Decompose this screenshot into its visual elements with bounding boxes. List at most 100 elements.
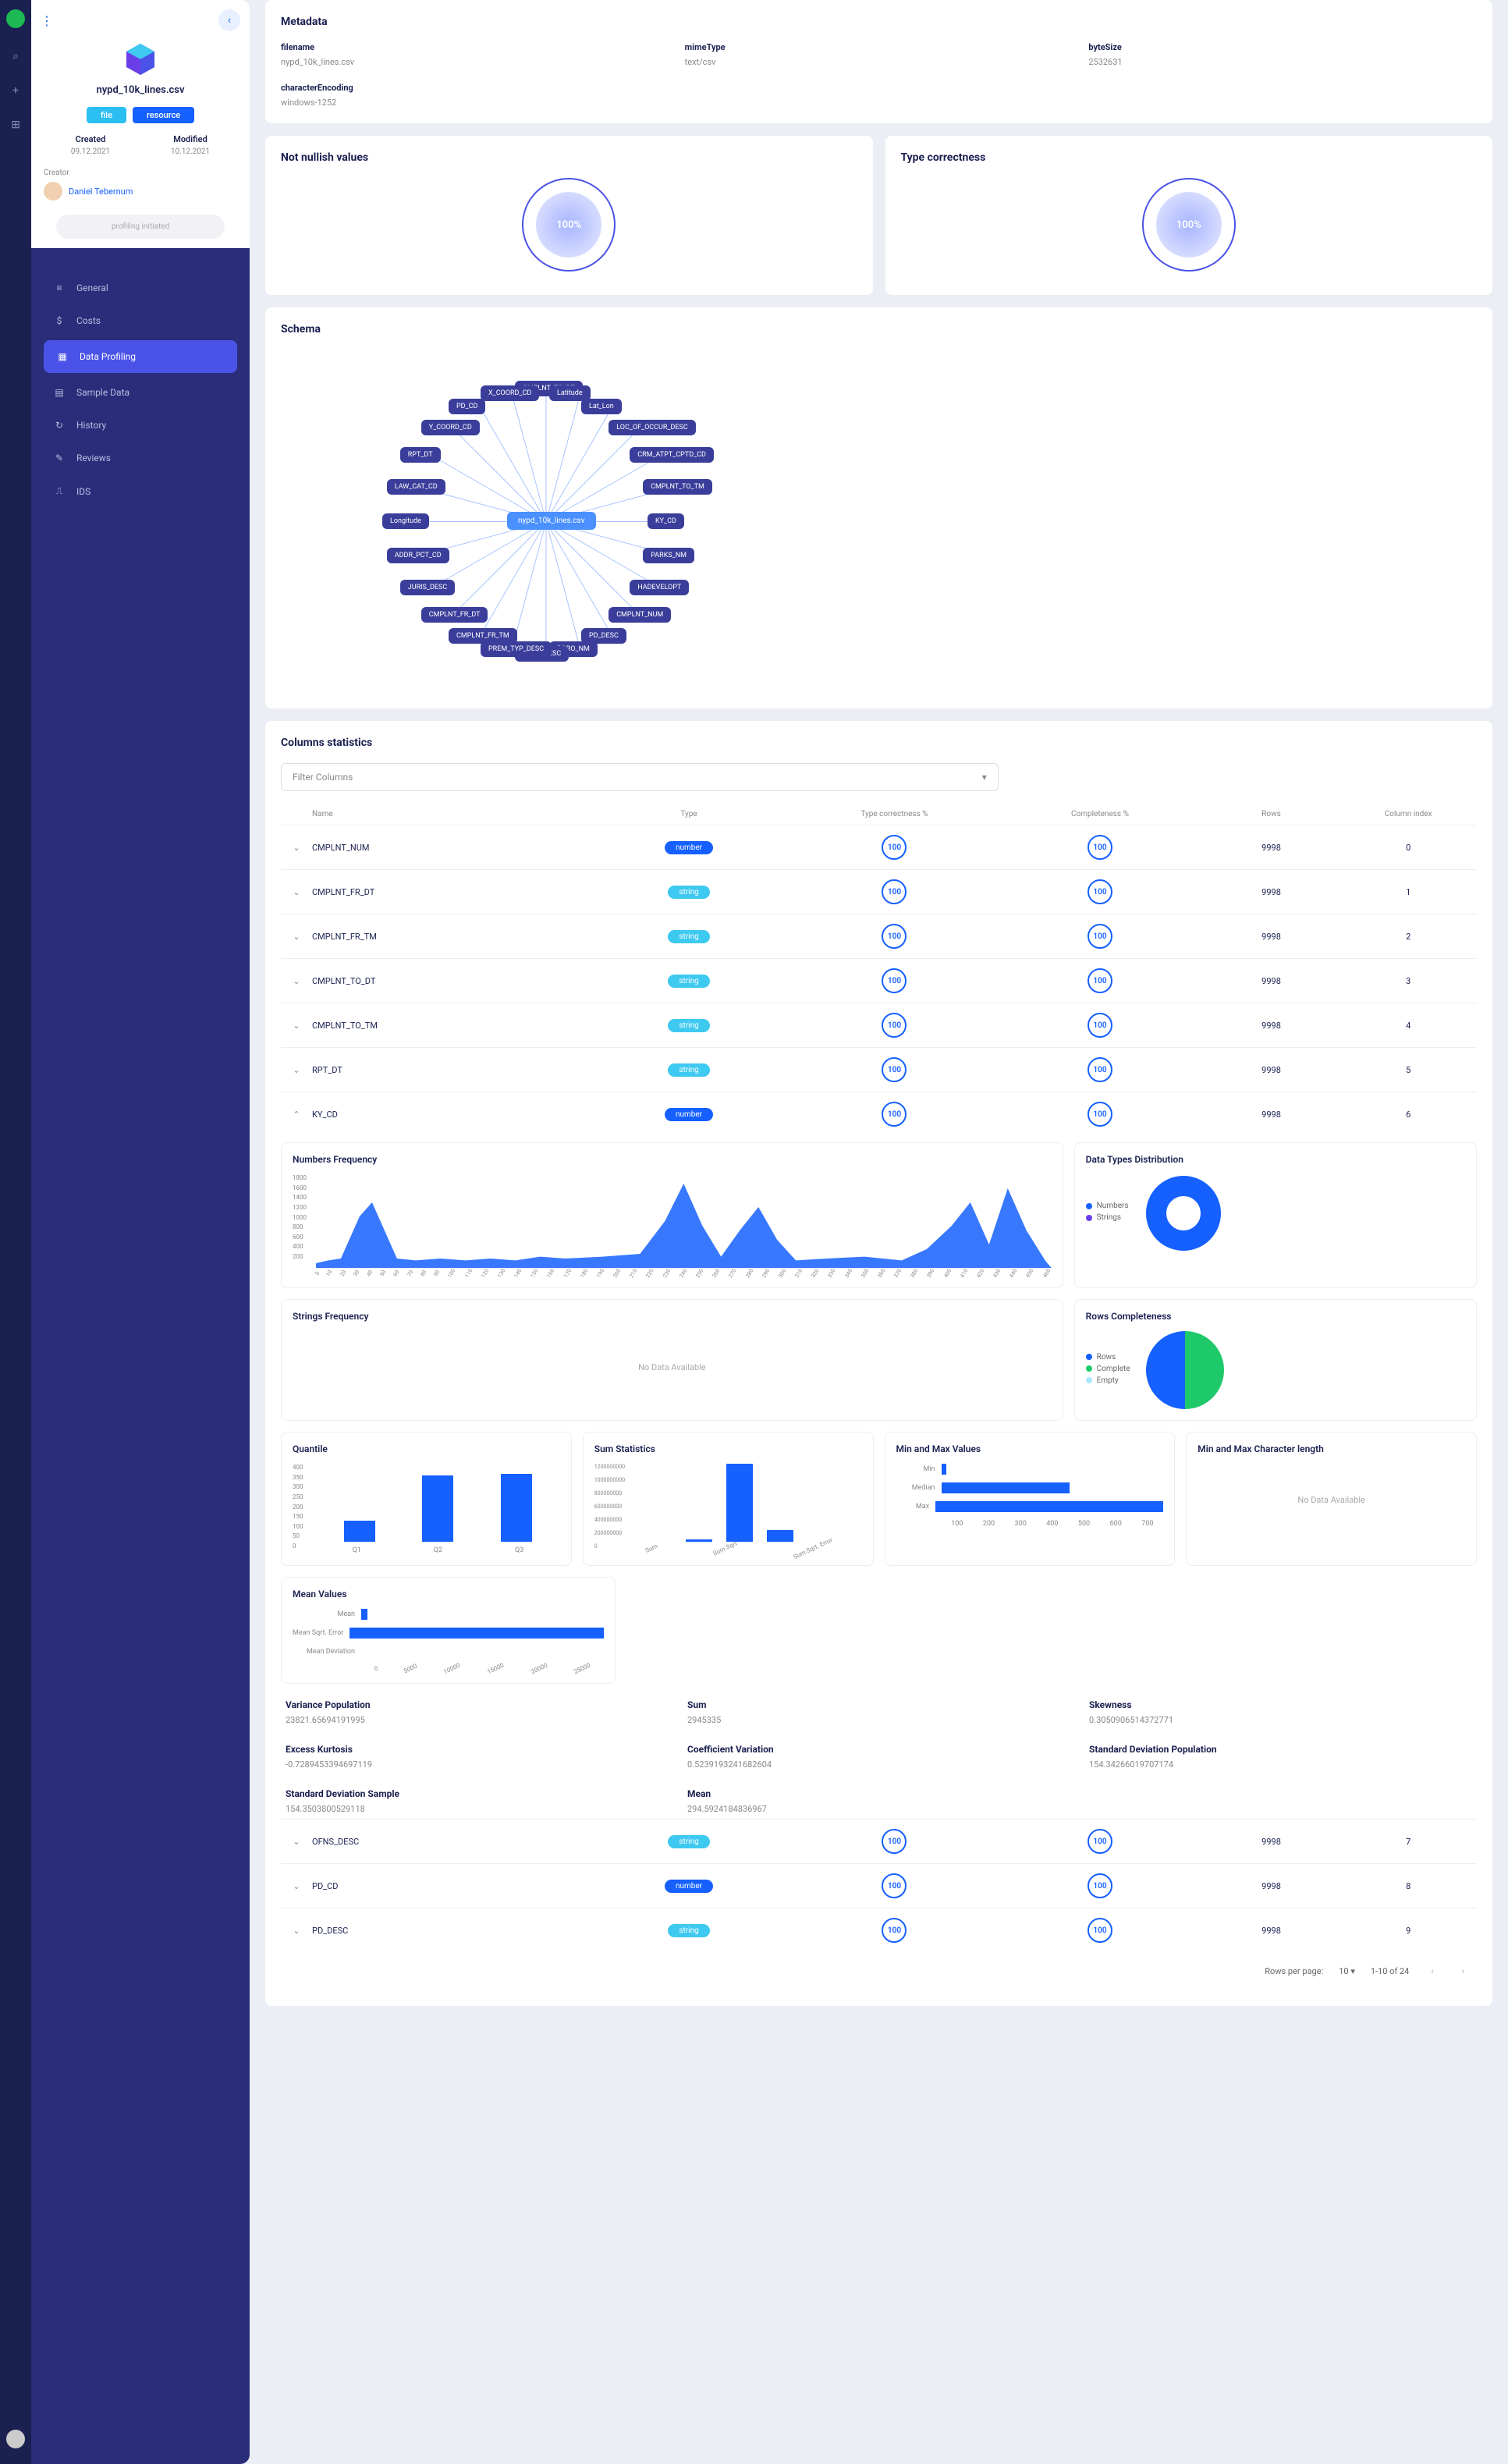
- type-correctness-badge: 100: [882, 968, 907, 993]
- schema-node[interactable]: HADEVELOPT: [630, 580, 689, 595]
- expand-icon[interactable]: ⌄: [281, 1065, 312, 1075]
- expand-icon[interactable]: ⌄: [281, 932, 312, 942]
- nav-item-costs[interactable]: $Costs: [31, 304, 250, 337]
- column-row[interactable]: ⌄ CMPLNT_FR_DT string 100 100 9998 1: [281, 869, 1477, 914]
- schema-node[interactable]: LAW_CAT_CD: [387, 479, 445, 495]
- type-correctness-title: Type correctness: [901, 151, 1478, 164]
- expand-icon[interactable]: ⌄: [281, 1837, 312, 1847]
- schema-node[interactable]: RPT_DT: [400, 447, 441, 463]
- type-correctness-badge: 100: [882, 1013, 907, 1038]
- schema-node[interactable]: LOC_OF_OCCUR_DESC: [609, 420, 695, 435]
- stat-label: Mean: [687, 1788, 1070, 1799]
- grid-icon[interactable]: ⊞: [11, 119, 20, 131]
- add-icon[interactable]: +: [12, 84, 19, 97]
- app-logo[interactable]: [6, 9, 25, 28]
- type-pill: string: [668, 1924, 709, 1937]
- schema-node[interactable]: X_COORD_CD: [481, 385, 539, 401]
- schema-node[interactable]: PARKS_NM: [643, 548, 694, 563]
- schema-node[interactable]: KY_CD: [648, 513, 684, 529]
- main-content: Metadata filenamenypd_10k_lines.csvmimeT…: [250, 0, 1508, 2464]
- column-row[interactable]: ⌃ KY_CD number 100 100 9998 6: [281, 1092, 1477, 1136]
- column-index: 5: [1339, 1065, 1477, 1075]
- sum-stats-card: Sum Statistics 1200000000100000000080000…: [583, 1432, 874, 1566]
- user-avatar[interactable]: [6, 2430, 25, 2448]
- expand-icon[interactable]: ⌄: [281, 976, 312, 986]
- created-label: Created: [71, 134, 110, 144]
- expand-icon[interactable]: ⌄: [281, 1926, 312, 1936]
- schema-center-node[interactable]: nypd_10k_lines.csv: [507, 512, 596, 530]
- nav-label: Sample Data: [76, 387, 130, 398]
- column-row[interactable]: ⌄ PD_DESC string 100 100 9998 9: [281, 1908, 1477, 1952]
- schema-visualization[interactable]: nypd_10k_lines.csvCMPLNT_TO_DTLatitudeLa…: [281, 350, 1477, 693]
- more-icon[interactable]: ⋮: [41, 13, 53, 28]
- column-row[interactable]: ⌄ CMPLNT_TO_TM string 100 100 9998 4: [281, 1003, 1477, 1047]
- stat-label: Sum: [687, 1699, 1070, 1710]
- schema-node[interactable]: CMPLNT_FR_TM: [449, 628, 517, 644]
- numbers-freq-chart: [316, 1174, 1052, 1268]
- nav-item-general[interactable]: ≡General: [31, 272, 250, 304]
- schema-node[interactable]: Lat_Lon: [581, 399, 622, 414]
- filter-columns-select[interactable]: Filter Columns ▾: [281, 763, 999, 791]
- schema-node[interactable]: CMPLNT_NUM: [609, 607, 671, 623]
- schema-node[interactable]: JURIS_DESC: [400, 580, 455, 595]
- prev-page-button[interactable]: ‹: [1425, 1963, 1439, 1979]
- search-icon[interactable]: ⌕: [12, 50, 19, 62]
- column-name: CMPLNT_FR_DT: [312, 887, 586, 897]
- column-detail: Numbers Frequency 1800160014001200100080…: [281, 1142, 1477, 1819]
- rows-completeness-card: Rows Completeness Rows Complete Empty: [1074, 1299, 1477, 1421]
- expand-icon[interactable]: ⌄: [281, 1021, 312, 1031]
- schema-node[interactable]: CRM_ATPT_CPTD_CD: [630, 447, 714, 463]
- not-nullish-card: Not nullish values 100%: [265, 136, 873, 295]
- not-nullish-chart: 100%: [522, 178, 616, 272]
- nav-item-ids[interactable]: ⎍IDS: [31, 474, 250, 508]
- column-row[interactable]: ⌄ RPT_DT string 100 100 9998 5: [281, 1047, 1477, 1092]
- type-correctness-badge: 100: [882, 879, 907, 904]
- column-row[interactable]: ⌄ CMPLNT_TO_DT string 100 100 9998 3: [281, 958, 1477, 1003]
- schema-title: Schema: [281, 323, 1477, 336]
- type-correctness-badge: 100: [882, 1918, 907, 1943]
- schema-node[interactable]: Longitude: [382, 513, 429, 529]
- schema-node[interactable]: CMPLNT_TO_TM: [643, 479, 712, 495]
- tag-resource[interactable]: resource: [133, 107, 194, 123]
- mean-values-card: Mean Values Mean Mean Sqrt. Error Mean D…: [281, 1577, 616, 1684]
- nav-item-data-profiling[interactable]: ▦Data Profiling: [44, 340, 237, 373]
- expand-icon[interactable]: ⌃: [281, 1110, 312, 1120]
- rows-per-page-select[interactable]: 10 ▾: [1339, 1966, 1355, 1976]
- type-correctness-badge: 100: [882, 1102, 907, 1127]
- schema-node[interactable]: PREM_TYP_DESC: [481, 641, 552, 657]
- nav-label: IDS: [76, 486, 90, 497]
- stat-value: 23821.65694191995: [286, 1715, 669, 1725]
- nav-item-reviews[interactable]: ✎Reviews: [31, 442, 250, 474]
- modified-label: Modified: [171, 134, 210, 144]
- schema-node[interactable]: PD_CD: [449, 399, 485, 414]
- schema-node[interactable]: CMPLNT_FR_DT: [421, 607, 488, 623]
- type-pill: string: [668, 975, 709, 988]
- stat-value: -0.7289453394697119: [286, 1759, 669, 1770]
- modified-date: 10.12.2021: [171, 147, 210, 156]
- expand-icon[interactable]: ⌄: [281, 843, 312, 853]
- schema-node[interactable]: Y_COORD_CD: [421, 420, 480, 435]
- nav-item-sample-data[interactable]: ▤Sample Data: [31, 376, 250, 409]
- rows-count: 9998: [1203, 932, 1340, 942]
- filter-placeholder: Filter Columns: [293, 772, 353, 783]
- meta-value: text/csv: [685, 57, 1073, 67]
- nav-label: Data Profiling: [80, 351, 136, 362]
- expand-icon[interactable]: ⌄: [281, 887, 312, 897]
- next-page-button[interactable]: ›: [1456, 1963, 1471, 1979]
- schema-node[interactable]: ADDR_PCT_CD: [387, 548, 449, 563]
- metadata-title: Metadata: [281, 16, 1477, 28]
- nav-item-history[interactable]: ↻History: [31, 409, 250, 442]
- column-row[interactable]: ⌄ PD_CD number 100 100 9998 8: [281, 1863, 1477, 1908]
- tag-file[interactable]: file: [87, 107, 126, 123]
- column-row[interactable]: ⌄ OFNS_DESC string 100 100 9998 7: [281, 1819, 1477, 1863]
- back-button[interactable]: ‹: [218, 9, 240, 31]
- column-row[interactable]: ⌄ CMPLNT_FR_TM string 100 100 9998 2: [281, 914, 1477, 958]
- column-index: 6: [1339, 1110, 1477, 1120]
- expand-icon[interactable]: ⌄: [281, 1881, 312, 1891]
- column-row[interactable]: ⌄ CMPLNT_NUM number 100 100 9998 0: [281, 825, 1477, 869]
- completeness-badge: 100: [1088, 1918, 1112, 1943]
- completeness-badge: 100: [1088, 924, 1112, 949]
- creator-name[interactable]: Daniel Tebernum: [69, 186, 133, 197]
- stat-value: 0.3050906514372771: [1089, 1715, 1472, 1725]
- quantile-card: Quantile 400350300250200150100500 Q1Q2Q3: [281, 1432, 572, 1566]
